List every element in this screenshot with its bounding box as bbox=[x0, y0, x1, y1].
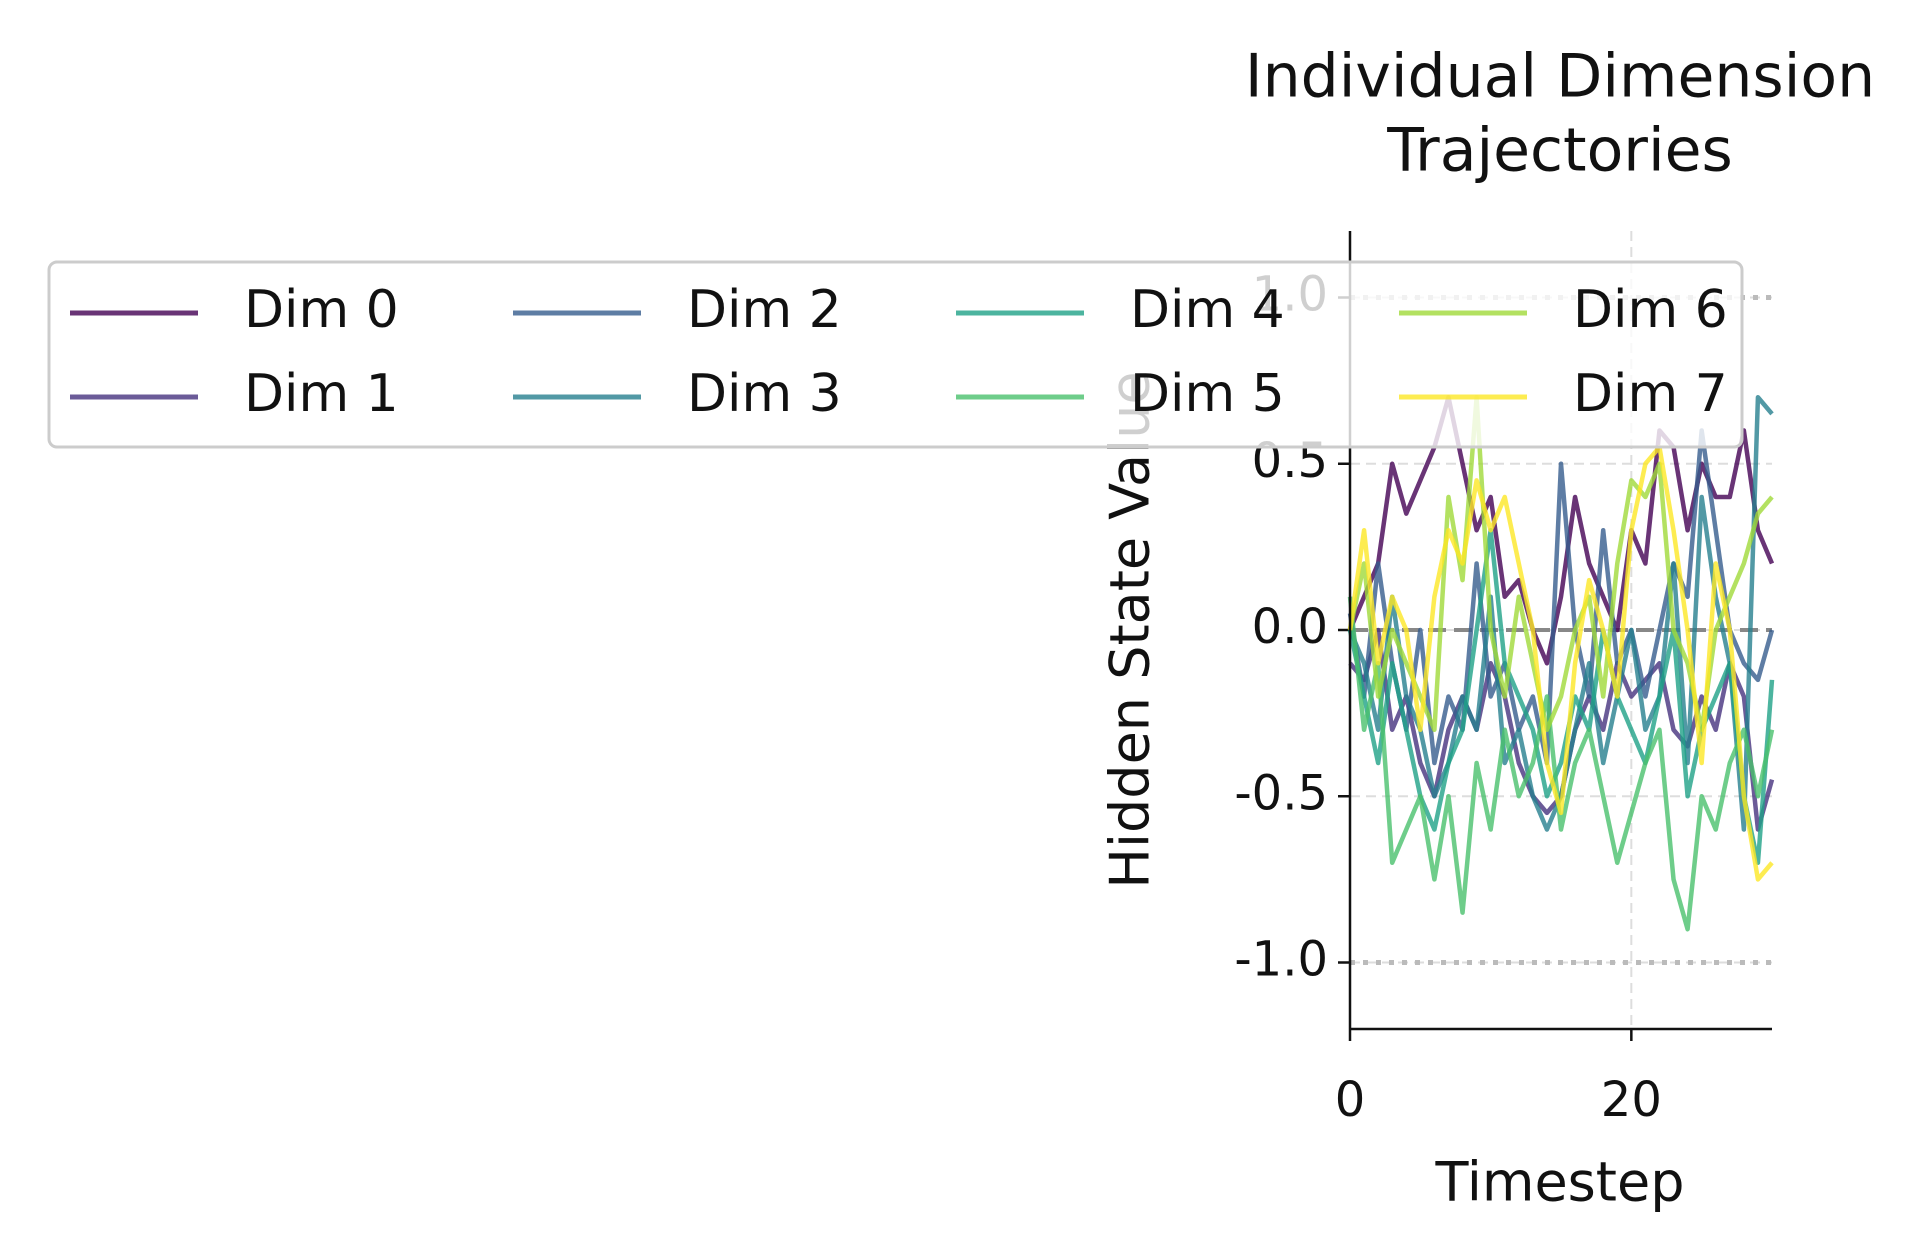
legend-label: Dim 6 bbox=[1573, 280, 1728, 340]
legend-label: Dim 5 bbox=[1130, 364, 1285, 424]
series-line bbox=[1347, 444, 1774, 882]
legend-label: Dim 3 bbox=[687, 364, 842, 424]
legend-label: Dim 0 bbox=[244, 280, 399, 340]
y-tick-label: -1.0 bbox=[1234, 932, 1328, 988]
x-tick-label: 0 bbox=[1335, 1072, 1366, 1128]
legend-box bbox=[47, 260, 1744, 449]
chart-title: Individual Dimension bbox=[1245, 42, 1875, 112]
y-tick-label: 0.0 bbox=[1252, 599, 1328, 655]
chart-title: Trajectories bbox=[1386, 116, 1733, 186]
series-line bbox=[1347, 395, 1774, 732]
x-axis-label: Timestep bbox=[1435, 1151, 1685, 1214]
legend-label: Dim 1 bbox=[244, 364, 399, 424]
y-tick-label: -0.5 bbox=[1234, 765, 1328, 821]
series-line bbox=[1347, 395, 1775, 666]
series-line bbox=[1347, 596, 1775, 932]
legend-label: Dim 4 bbox=[1130, 280, 1285, 340]
y-axis-label: Hidden State Value bbox=[1099, 371, 1162, 888]
legend: Dim 0 Dim 1 Dim 2 Dim 3 Dim 4 Dim 5 Dim 6 Dim 7 bbox=[47, 260, 1744, 449]
legend-label: Dim 2 bbox=[687, 280, 842, 340]
legend-label: Dim 7 bbox=[1573, 364, 1728, 424]
x-tick-label: 20 bbox=[1601, 1072, 1662, 1128]
